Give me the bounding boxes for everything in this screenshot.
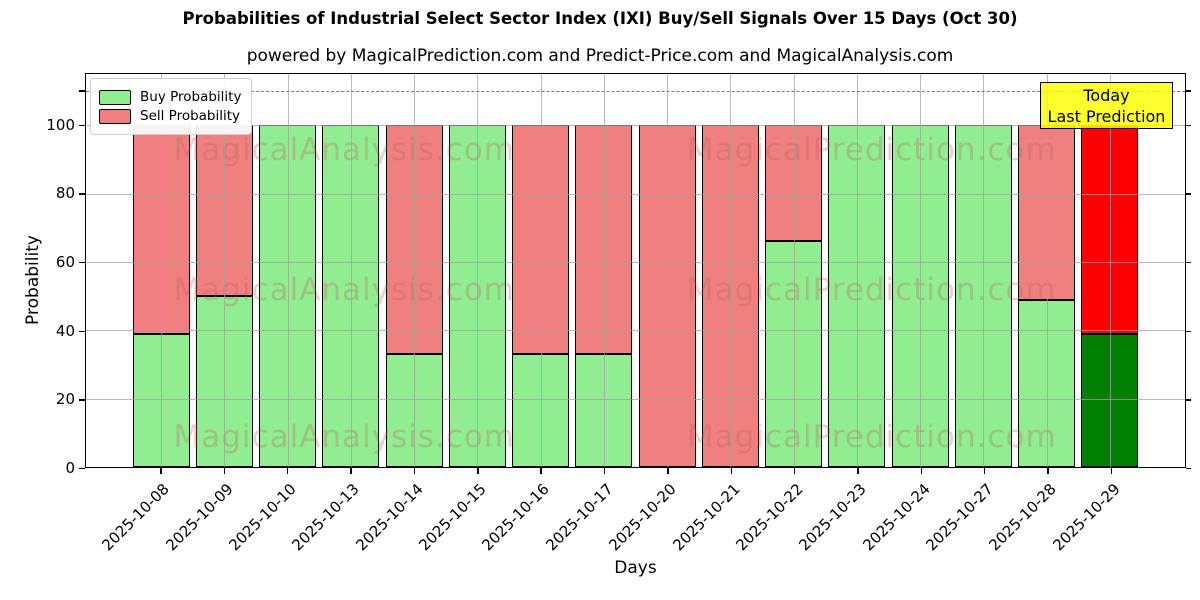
watermark-text: MagicalPrediction.com [686, 272, 1057, 308]
today-annotation-line1: Today [1083, 86, 1130, 105]
x-tickmark [223, 468, 226, 474]
gridline-horizontal [86, 261, 1185, 263]
y-tick-label: 40 [55, 321, 75, 340]
gridline-vertical [856, 74, 858, 467]
y-tickmark-right [1186, 193, 1191, 195]
today-annotation-line2: Last Prediction [1047, 107, 1166, 126]
chart-subtitle: powered by MagicalPrediction.com and Pre… [246, 46, 954, 66]
y-tickmark-right [1186, 399, 1191, 401]
y-tick-label: 80 [55, 184, 75, 203]
gridline-vertical [540, 74, 542, 467]
watermark-text: MagicalAnalysis.com [173, 419, 515, 455]
x-tickmark [1047, 468, 1049, 474]
x-tickmark [983, 468, 986, 474]
legend-item: Sell Probability [99, 108, 241, 124]
gridline-vertical [730, 74, 732, 467]
x-tickmark [477, 468, 479, 474]
y-tick-label: 60 [55, 252, 75, 271]
chart-title: Probabilities of Industrial Select Secto… [182, 9, 1018, 28]
y-tickmark-left [79, 90, 85, 92]
x-axis-label: Days [614, 558, 657, 578]
gridline-vertical [920, 74, 922, 467]
y-tickmark-left [79, 468, 85, 470]
legend-label: Buy Probability [140, 89, 242, 105]
gridline-horizontal [86, 330, 1185, 332]
x-tickmark [793, 468, 796, 474]
y-tickmark-right [1186, 90, 1191, 92]
y-tickmark-left [79, 399, 85, 401]
gridline-vertical [1046, 74, 1048, 467]
x-tickmark [857, 468, 859, 474]
legend-item: Buy Probability [99, 89, 241, 105]
gridline-vertical [603, 74, 605, 467]
gridline-vertical [1109, 74, 1111, 467]
x-tickmark [160, 468, 162, 474]
x-tickmark [603, 468, 606, 474]
gridline-vertical [983, 74, 985, 467]
y-tickmark-left [79, 124, 85, 126]
legend-swatch-buy [99, 89, 131, 105]
gridline-vertical [667, 74, 669, 467]
y-tickmark-right [1186, 261, 1191, 264]
y-tick-label: 100 [46, 115, 75, 134]
x-tickmark [730, 468, 732, 474]
plot-area: MagicalAnalysis.com MagicalPrediction.com… [85, 73, 1186, 468]
y-tickmark-right [1186, 124, 1191, 126]
y-tickmark-right [1186, 330, 1191, 332]
legend: Buy Probability Sell Probability [90, 78, 253, 135]
x-tickmark [920, 468, 922, 474]
gridline-vertical [350, 74, 352, 467]
watermark-text: MagicalAnalysis.com [173, 132, 515, 168]
gridline-vertical [161, 74, 163, 467]
watermark-text: MagicalPrediction.com [686, 419, 1057, 455]
gridline-vertical [287, 74, 289, 467]
y-tickmark-right [1186, 468, 1191, 470]
legend-label: Sell Probability [140, 108, 241, 124]
x-tickmark [413, 468, 416, 474]
x-tickmark [1110, 468, 1112, 474]
gridline-vertical [477, 74, 479, 467]
y-tickmark-left [79, 330, 85, 332]
gridline-vertical [224, 74, 226, 467]
gridline-horizontal [86, 125, 1185, 127]
y-tick-label: 0 [65, 459, 75, 477]
dashed-threshold-line [86, 91, 1185, 93]
y-tick-label: 20 [55, 390, 75, 409]
y-tickmark-left [79, 193, 85, 195]
gridline-vertical [414, 74, 416, 467]
today-annotation: Today Last Prediction [1040, 82, 1173, 129]
gridline-vertical [793, 74, 795, 467]
x-tickmark [350, 468, 352, 474]
y-tickmark-left [79, 261, 85, 264]
watermark-text: MagicalAnalysis.com [173, 272, 515, 308]
x-tickmark [667, 468, 669, 474]
gridline-horizontal [86, 193, 1185, 195]
watermark-text: MagicalPrediction.com [686, 132, 1057, 168]
x-tickmark [540, 468, 542, 474]
gridline-horizontal [86, 398, 1185, 400]
legend-swatch-sell [99, 108, 131, 124]
x-tickmark [287, 468, 289, 474]
